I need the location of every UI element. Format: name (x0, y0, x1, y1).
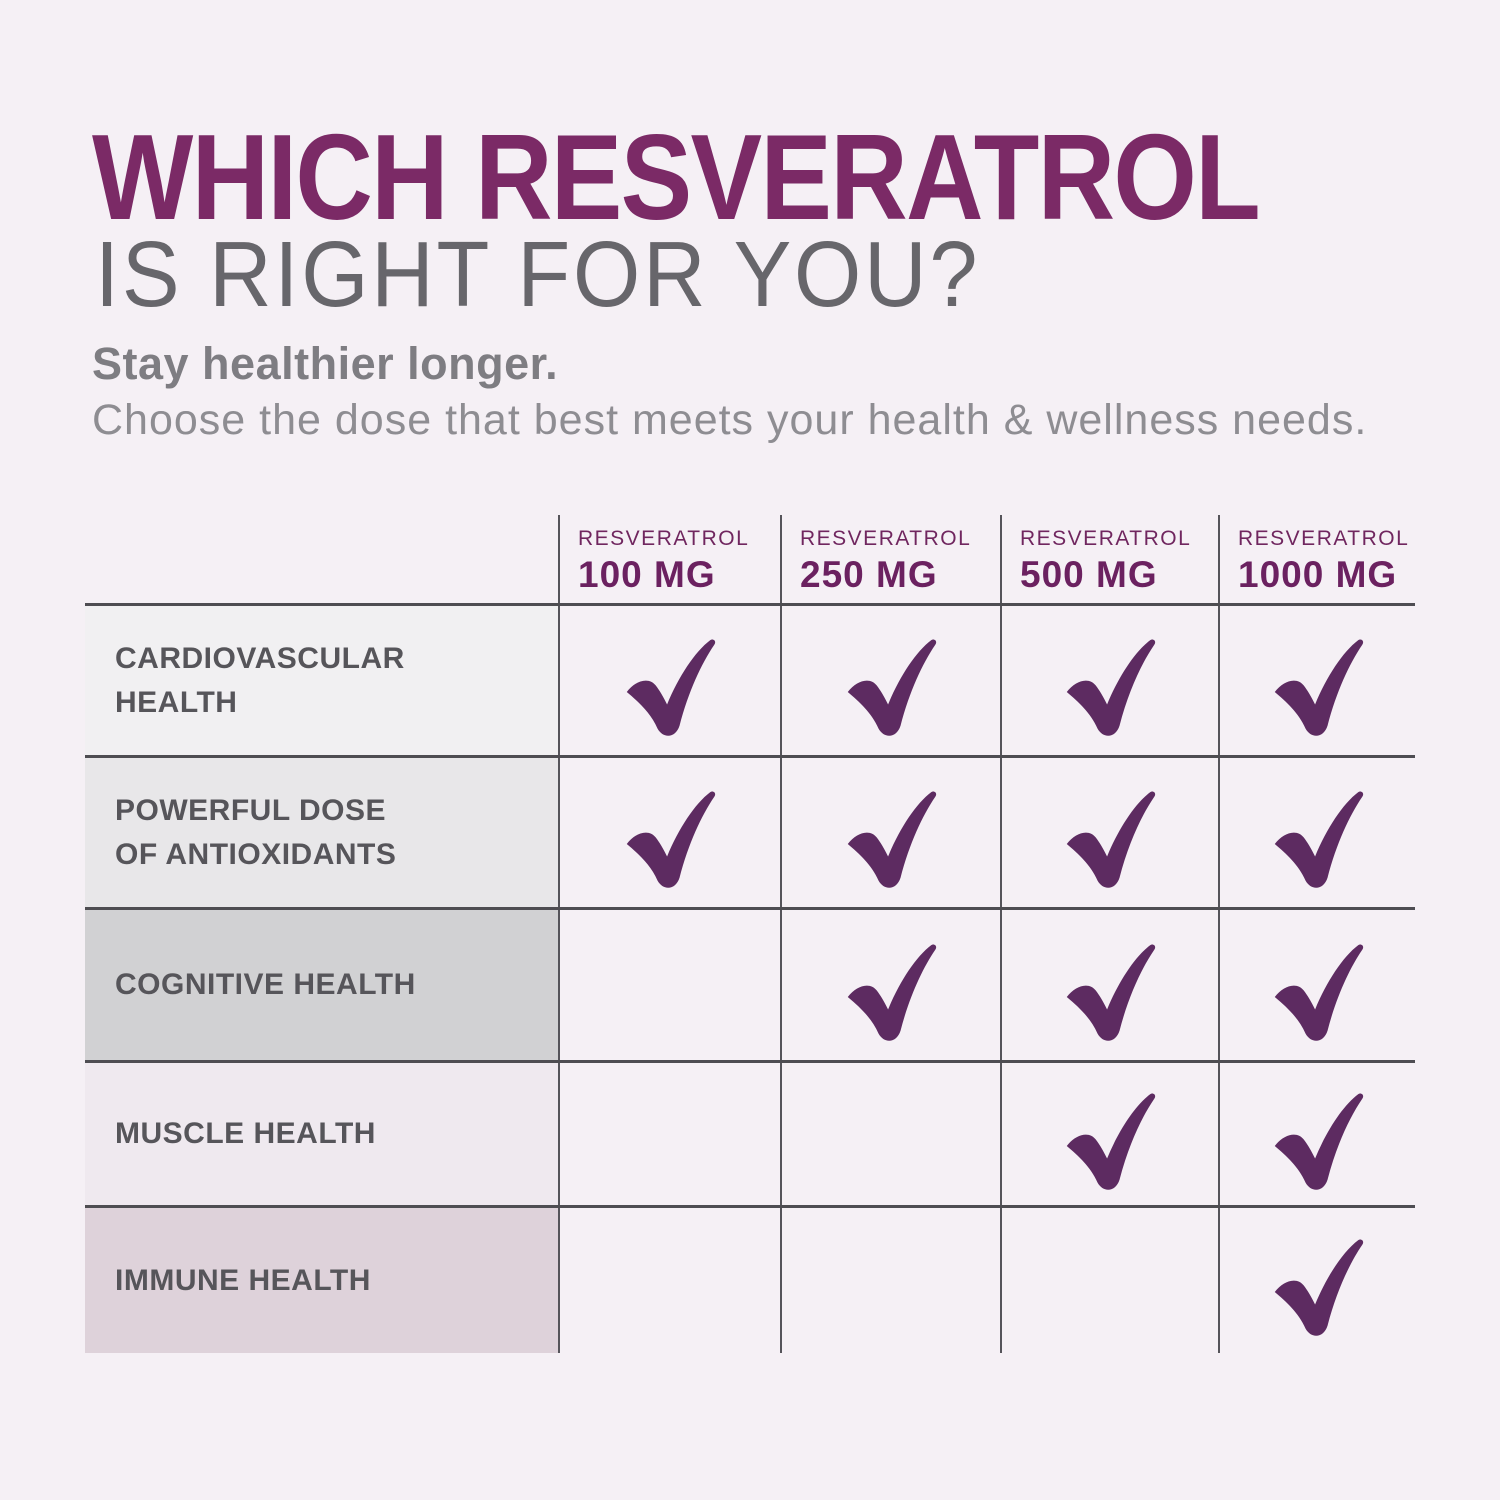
checkmark-icon (1061, 636, 1157, 748)
checkmark-icon (1269, 941, 1365, 1053)
tagline: Stay healthier longer. (92, 338, 559, 389)
row-label: HEALTH (115, 685, 238, 719)
checkmark-icon (842, 941, 938, 1053)
column-header-250-mg: RESVERATROL 250 MG (800, 527, 971, 596)
page-title-secondary: IS RIGHT FOR YOU? (95, 222, 981, 326)
column-header-100-mg: RESVERATROL 100 MG (578, 527, 749, 596)
column-header-brand: RESVERATROL (1238, 527, 1410, 550)
column-header-dose: 500 MG (1020, 554, 1158, 595)
checkmark-icon (621, 788, 717, 900)
checkmark-icon (842, 788, 938, 900)
row-divider (85, 755, 1415, 758)
row-label-cell: MUSCLE HEALTH (85, 1063, 558, 1205)
column-header-1000-mg: RESVERATROL 1000 MG (1238, 527, 1409, 596)
checkmark-icon (1269, 1090, 1365, 1202)
column-header-500-mg: RESVERATROL 500 MG (1020, 527, 1191, 596)
column-header-brand: RESVERATROL (800, 527, 972, 550)
row-label: COGNITIVE HEALTH (115, 968, 416, 1002)
column-header-dose: 100 MG (578, 554, 716, 595)
row-label-cell: POWERFUL DOSE OF ANTIOXIDANTS (85, 758, 558, 907)
checkmark-icon (621, 636, 717, 748)
page-title-accent: WHICH RESVERATROL (92, 109, 1261, 245)
checkmark-icon (1269, 1236, 1365, 1348)
column-divider (558, 515, 560, 1353)
row-label: POWERFUL DOSE (115, 794, 386, 827)
row-divider (85, 603, 1415, 606)
row-label: CARDIOVASCULAR (115, 642, 405, 675)
row-label: IMMUNE HEALTH (115, 1263, 371, 1297)
column-divider (780, 515, 782, 1353)
column-header-brand: RESVERATROL (578, 527, 750, 550)
checkmark-icon (1269, 636, 1365, 748)
column-divider (1218, 515, 1220, 1353)
column-header-brand: RESVERATROL (1020, 527, 1192, 550)
description: Choose the dose that best meets your hea… (92, 396, 1368, 444)
row-divider (85, 1060, 1415, 1063)
checkmark-icon (1269, 788, 1365, 900)
row-label-cell: COGNITIVE HEALTH (85, 910, 558, 1060)
row-divider (85, 1205, 1415, 1208)
row-label: OF ANTIOXIDANTS (115, 837, 397, 871)
checkmark-icon (1061, 788, 1157, 900)
checkmark-icon (1061, 1090, 1157, 1202)
comparison-table: RESVERATROL 100 MG RESVERATROL 250 MG RESVER… (85, 515, 1415, 1353)
row-label: MUSCLE HEALTH (115, 1117, 376, 1151)
row-label-cell: IMMUNE HEALTH (85, 1208, 558, 1353)
column-divider (1000, 515, 1002, 1353)
row-divider (85, 907, 1415, 910)
row-label-cell: CARDIOVASCULAR HEALTH (85, 606, 558, 755)
checkmark-icon (1061, 941, 1157, 1053)
column-header-dose: 1000 MG (1238, 554, 1398, 595)
checkmark-icon (842, 636, 938, 748)
column-header-dose: 250 MG (800, 554, 938, 595)
